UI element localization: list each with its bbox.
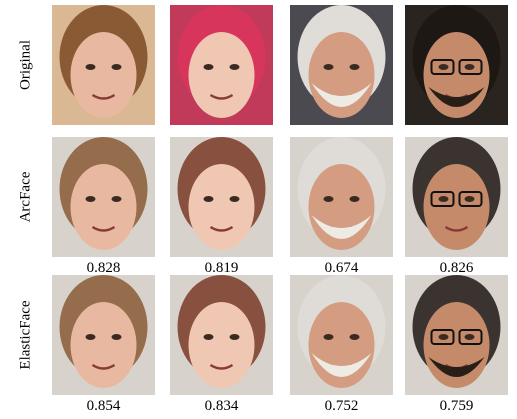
eye: [203, 196, 214, 202]
face-image: [170, 5, 273, 125]
eye: [349, 64, 360, 70]
face-image: [405, 137, 508, 257]
eye: [111, 64, 122, 70]
glasses: [430, 191, 455, 207]
glasses: [430, 59, 455, 75]
eye: [323, 64, 334, 70]
face: [70, 32, 137, 118]
eye: [349, 196, 360, 202]
eye: [111, 196, 122, 202]
eye: [438, 334, 449, 340]
eye: [85, 196, 96, 202]
score: 0.759: [440, 398, 474, 414]
glasses: [458, 191, 483, 207]
mouth: [209, 363, 234, 370]
face-image: [290, 275, 393, 395]
eye: [323, 196, 334, 202]
eye: [203, 64, 214, 70]
score: 0.752: [325, 398, 359, 414]
beard: [311, 353, 372, 377]
score: 0.819: [205, 260, 239, 276]
face-image: [405, 5, 508, 125]
row-label: ArcFace: [17, 171, 33, 222]
eye: [229, 334, 240, 340]
eye: [438, 196, 449, 202]
face: [70, 164, 137, 250]
mouth: [444, 225, 469, 232]
score: 0.854: [87, 398, 121, 414]
face-image: [170, 137, 273, 257]
beard: [428, 357, 485, 377]
face: [70, 302, 137, 388]
glasses: [430, 329, 455, 345]
beard: [311, 83, 372, 107]
face-image: [405, 275, 508, 395]
eye: [464, 334, 475, 340]
eye: [229, 196, 240, 202]
mouth: [91, 93, 116, 100]
mouth: [209, 93, 234, 100]
eye: [85, 64, 96, 70]
mouth: [91, 363, 116, 370]
beard: [428, 87, 485, 107]
eye: [464, 64, 475, 70]
eye: [229, 64, 240, 70]
face-image: [52, 137, 155, 257]
eye: [323, 334, 334, 340]
face-image: [290, 137, 393, 257]
glasses: [458, 59, 483, 75]
mouth: [209, 225, 234, 232]
face: [423, 164, 490, 250]
glasses: [458, 329, 483, 345]
face: [188, 32, 255, 118]
score: 0.834: [205, 398, 239, 414]
score: 0.828: [87, 260, 121, 276]
face: [188, 302, 255, 388]
score: 0.674: [325, 260, 359, 276]
face-image: [52, 275, 155, 395]
face-image: [52, 5, 155, 125]
beard: [311, 215, 372, 239]
face-image: [290, 5, 393, 125]
eye: [111, 334, 122, 340]
eye: [349, 334, 360, 340]
eye: [464, 196, 475, 202]
score: 0.826: [440, 260, 474, 276]
face: [188, 164, 255, 250]
row-label: ElasticFace: [17, 300, 33, 369]
face-image: [170, 275, 273, 395]
mouth: [91, 225, 116, 232]
eye: [203, 334, 214, 340]
eye: [438, 64, 449, 70]
eye: [85, 334, 96, 340]
row-label: Original: [17, 40, 33, 90]
